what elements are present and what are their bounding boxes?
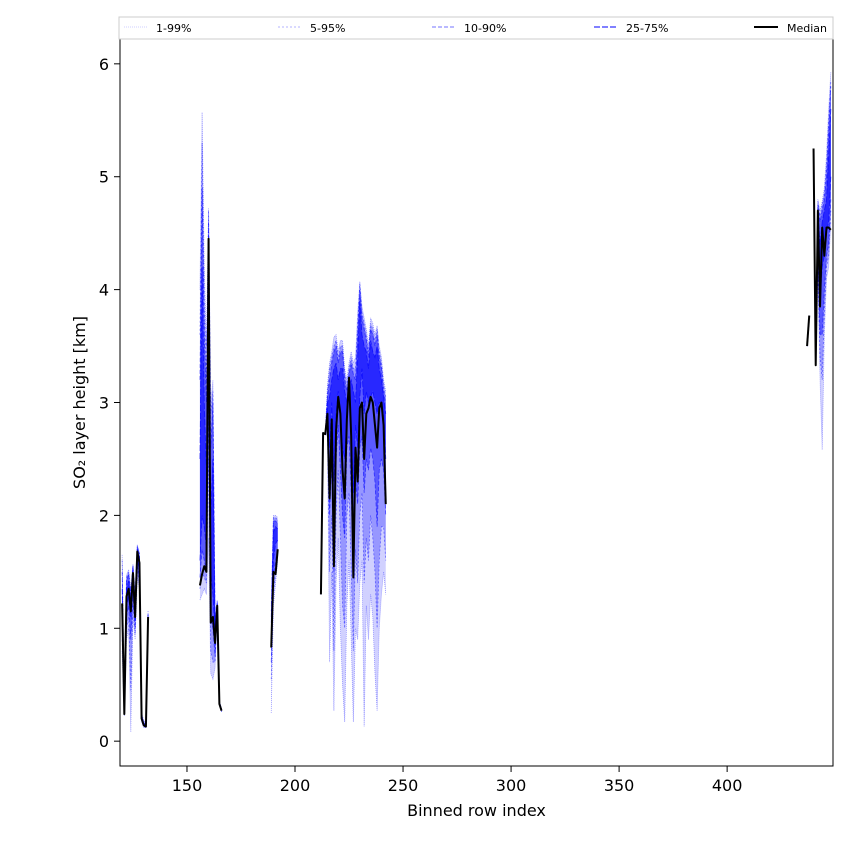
legend-item-band-1-99: 1-99% <box>124 22 191 35</box>
percentile-bands <box>121 71 832 733</box>
band-1-99-edge-p99-seg3 <box>320 281 387 595</box>
plot-area-frame <box>119 38 834 767</box>
legend-item-band-25-75: 25-75% <box>594 22 668 35</box>
band-25-75-edge-p25-seg2 <box>270 540 279 640</box>
median-line-seg4 <box>806 315 811 347</box>
band-25-75-area-seg3 <box>320 300 386 595</box>
band-5-95-edge-p5-seg3 <box>320 424 387 651</box>
legend-box <box>118 16 834 40</box>
legend-label-band-5-95: 5-95% <box>310 22 345 35</box>
band-25-75-edge-p25-seg3 <box>320 368 387 595</box>
band-5-95-edge-p95-seg1 <box>199 142 222 709</box>
band-1-99-edge-p99-seg1 <box>199 112 222 709</box>
band-10-90-edge-p90-seg2 <box>270 520 279 617</box>
x-tick-label: 200 <box>280 776 311 795</box>
band-1-99-edge-p99-seg2 <box>270 514 279 606</box>
y-tick-label: 5 <box>99 168 109 187</box>
legend-label-band-25-75: 25-75% <box>626 22 668 35</box>
band-25-75-edge-p75-seg3 <box>320 300 387 595</box>
legend-item-band-5-95: 5-95% <box>278 22 345 35</box>
median-line-seg0 <box>121 550 150 728</box>
median-line-seg1 <box>198 237 223 711</box>
legend: 1-99% 5-95% 10-90% 25-75% Median <box>118 16 834 40</box>
y-axis-title: SO₂ layer height [km] <box>70 316 89 489</box>
x-tick-label: 400 <box>712 776 743 795</box>
band-5-95-edge-p5-seg2 <box>270 554 279 680</box>
median-line-seg3 <box>319 376 387 595</box>
median-line-seg5 <box>812 148 832 367</box>
band-5-95-edge-p95-seg3 <box>320 283 387 595</box>
y-tick-label: 0 <box>99 732 109 751</box>
x-tick-label: 150 <box>172 776 203 795</box>
legend-item-median: Median <box>754 22 827 35</box>
band-1-99-edge-p1-seg5 <box>813 148 832 450</box>
y-tick-label: 1 <box>99 619 109 638</box>
y-tick-label: 2 <box>99 506 109 525</box>
legend-label-band-1-99: 1-99% <box>156 22 191 35</box>
band-10-90-edge-p90-seg3 <box>320 289 387 595</box>
x-axis-title: Binned row index <box>407 801 546 820</box>
y-tick-label: 6 <box>99 55 109 74</box>
x-tick-label: 250 <box>388 776 419 795</box>
x-tick-label: 300 <box>496 776 527 795</box>
band-1-99-edge-p1-seg1 <box>199 537 222 712</box>
median-line-seg2 <box>270 549 279 648</box>
y-axis-ticks: 0 1 2 3 4 5 6 <box>99 55 120 751</box>
band-5-95-edge-p95-seg2 <box>270 517 279 612</box>
band-1-99-edge-p1-seg2 <box>270 560 279 713</box>
legend-item-band-10-90: 10-90% <box>432 22 506 35</box>
x-tick-label: 350 <box>604 776 635 795</box>
band-5-95-edge-p95-seg5 <box>813 80 832 366</box>
band-5-95-edge-p5-seg1 <box>199 458 222 712</box>
y-tick-label: 4 <box>99 281 109 300</box>
median-lines <box>121 148 832 728</box>
legend-label-median: Median <box>787 22 827 35</box>
legend-label-band-10-90: 10-90% <box>464 22 506 35</box>
x-axis-ticks: 150 200 250 300 350 400 <box>172 766 743 795</box>
y-tick-label: 3 <box>99 394 109 413</box>
